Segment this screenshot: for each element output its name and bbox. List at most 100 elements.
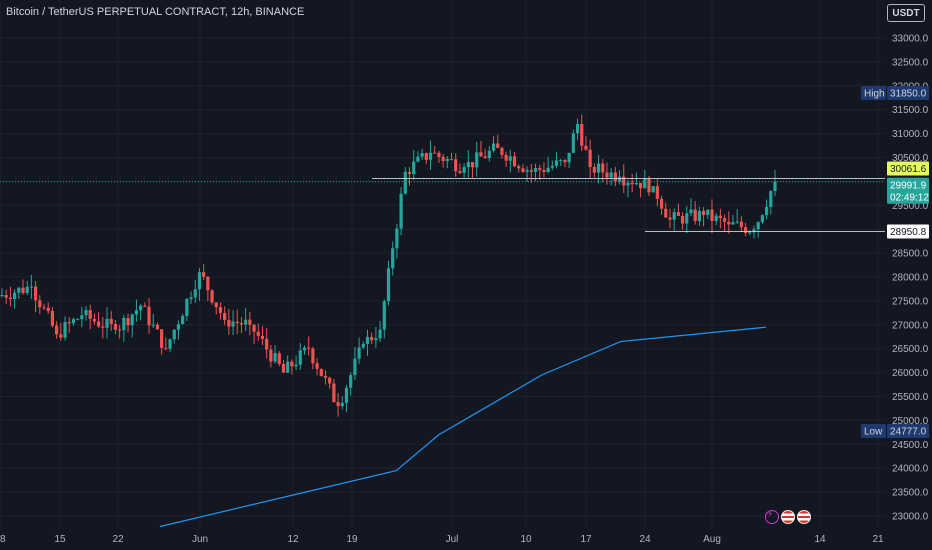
time-tick: 19	[346, 534, 358, 545]
candle	[92, 313, 97, 325]
svg-text:02:49:12: 02:49:12	[890, 192, 929, 203]
moving-average	[159, 326, 767, 528]
candle	[298, 342, 302, 370]
price-tick: 26000.0	[892, 368, 929, 379]
candle	[185, 297, 189, 322]
us-flag-icon[interactable]	[781, 510, 795, 524]
candle	[13, 289, 17, 309]
candle	[735, 209, 739, 224]
candle	[336, 393, 340, 417]
candle	[437, 150, 441, 163]
candle	[714, 213, 718, 226]
price-tick: 33000.0	[892, 34, 929, 45]
low-value-badge: 24777.0	[887, 424, 929, 439]
candle	[710, 199, 714, 234]
candle	[668, 208, 672, 229]
candle	[680, 211, 685, 230]
candle	[202, 264, 206, 281]
candle	[0, 288, 4, 298]
candle	[67, 317, 71, 333]
candle	[546, 156, 550, 174]
candle	[697, 206, 701, 226]
candle	[349, 372, 353, 396]
candle	[643, 170, 647, 189]
time-tick: 21	[872, 534, 884, 545]
candle	[517, 164, 521, 173]
price-tick: 25000.0	[892, 416, 929, 427]
price-tick: 28500.0	[892, 249, 929, 260]
candle	[4, 289, 8, 304]
time-tick: 12	[287, 534, 299, 545]
candle	[302, 345, 307, 355]
candle	[256, 323, 260, 341]
candle	[655, 179, 659, 207]
candle	[139, 304, 143, 321]
candle	[571, 129, 575, 154]
price-tick: 25500.0	[892, 392, 929, 403]
candle	[445, 156, 449, 169]
time-tick: Jul	[446, 534, 459, 545]
candle	[605, 162, 609, 185]
candle	[403, 167, 407, 195]
candle	[428, 140, 433, 170]
event-icons	[765, 509, 811, 524]
candle	[286, 355, 290, 374]
price-tick: 24000.0	[892, 464, 929, 475]
high-value-badge: 31850.0	[887, 85, 929, 100]
candle	[227, 308, 231, 335]
candle	[332, 378, 336, 403]
us-flag-icon[interactable]	[797, 510, 811, 524]
candle	[290, 359, 294, 375]
candle	[126, 313, 130, 333]
candle	[265, 327, 269, 359]
candle	[193, 279, 197, 303]
candle	[344, 384, 349, 413]
candle	[277, 351, 281, 367]
time-axis[interactable]: 8 15 22 Jun 12 19 Jul 10 17 24 Aug 14 21	[0, 534, 884, 545]
price-tick: 24500.0	[892, 440, 929, 451]
price-tick: 23500.0	[892, 488, 929, 499]
price-tick: 27500.0	[892, 296, 929, 307]
candle	[168, 338, 172, 353]
candle	[479, 140, 483, 157]
candle	[143, 302, 147, 308]
price-tick: 27000.0	[892, 320, 929, 331]
candle	[378, 320, 382, 342]
candle	[466, 150, 470, 178]
candle	[214, 302, 218, 315]
candle	[273, 344, 277, 364]
candle	[559, 158, 563, 167]
time-tick: Aug	[703, 534, 721, 545]
candle	[512, 152, 517, 168]
candle	[538, 164, 542, 180]
candles	[0, 114, 777, 417]
candle	[353, 346, 357, 380]
candle	[71, 317, 76, 327]
candle	[609, 168, 613, 186]
currency-button[interactable]: USDT	[887, 4, 925, 22]
candle	[412, 150, 416, 180]
svg-text:30061.6: 30061.6	[890, 164, 927, 175]
candle	[391, 241, 395, 276]
price-tick: 28000.0	[892, 273, 929, 284]
candle	[664, 202, 668, 218]
candle	[580, 114, 584, 152]
last-price-badge: 29991.9	[887, 177, 929, 192]
time-tick: Jun	[192, 534, 208, 545]
lightning-icon[interactable]	[765, 509, 779, 524]
price-axis[interactable]: 33000.032500.032000.031500.031000.030500…	[892, 34, 929, 523]
candle	[407, 167, 412, 186]
candle	[575, 118, 580, 141]
candle	[748, 230, 752, 235]
candle	[399, 187, 403, 236]
time-tick: 22	[112, 534, 124, 545]
price-tick: 31500.0	[892, 105, 929, 116]
candle	[584, 136, 588, 151]
candle	[340, 396, 344, 410]
candle	[626, 179, 630, 198]
candle	[651, 186, 655, 193]
candle	[706, 209, 710, 219]
candle	[567, 152, 571, 168]
candle	[113, 319, 118, 335]
